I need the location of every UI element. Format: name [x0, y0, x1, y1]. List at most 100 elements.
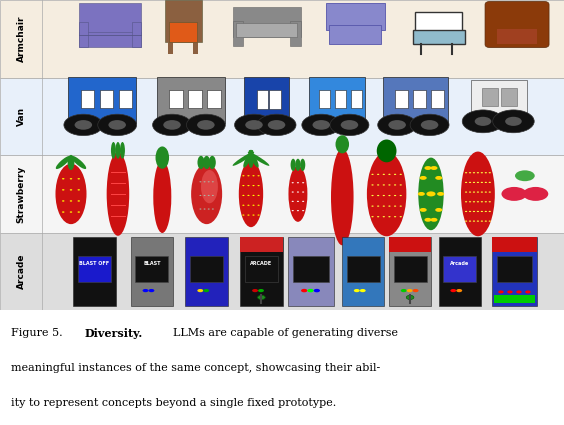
Circle shape [208, 195, 210, 196]
Ellipse shape [209, 156, 216, 169]
Circle shape [469, 221, 471, 222]
Bar [501, 88, 517, 106]
Text: meaningful instances of the same concept, showcasing their abil-: meaningful instances of the same concept… [11, 363, 381, 373]
Ellipse shape [243, 150, 253, 167]
Circle shape [197, 289, 203, 292]
Bar [78, 256, 111, 282]
Circle shape [465, 221, 467, 222]
Circle shape [248, 195, 249, 196]
Circle shape [62, 189, 64, 190]
Bar [240, 237, 283, 306]
Circle shape [488, 201, 491, 202]
Circle shape [208, 181, 210, 182]
Circle shape [401, 289, 407, 292]
Circle shape [307, 289, 314, 292]
Circle shape [481, 172, 483, 173]
Ellipse shape [116, 142, 121, 159]
Bar [497, 256, 532, 282]
Ellipse shape [367, 152, 406, 236]
Circle shape [399, 216, 402, 217]
Ellipse shape [288, 166, 307, 222]
Bar [131, 237, 173, 306]
Bar [79, 31, 141, 47]
Circle shape [389, 120, 406, 130]
Ellipse shape [197, 156, 205, 169]
Ellipse shape [418, 158, 444, 230]
Ellipse shape [249, 150, 259, 167]
Ellipse shape [377, 139, 396, 162]
Bar [0, 78, 564, 155]
Circle shape [437, 192, 444, 196]
Circle shape [204, 195, 205, 196]
Circle shape [197, 120, 215, 130]
Circle shape [488, 221, 491, 222]
Circle shape [435, 176, 442, 180]
Circle shape [477, 211, 479, 212]
Circle shape [258, 289, 264, 292]
Text: Strawberry: Strawberry [17, 165, 25, 223]
Circle shape [399, 174, 402, 175]
Bar [470, 80, 527, 119]
Circle shape [388, 184, 390, 186]
Circle shape [382, 206, 385, 207]
Circle shape [410, 114, 449, 136]
Ellipse shape [156, 147, 169, 169]
Circle shape [203, 289, 209, 292]
Circle shape [399, 195, 402, 196]
Text: BLAST: BLAST [143, 261, 161, 266]
Bar [383, 77, 448, 124]
Circle shape [465, 182, 467, 183]
Circle shape [484, 192, 487, 193]
Bar [0, 0, 564, 78]
Circle shape [204, 181, 205, 182]
Circle shape [257, 114, 296, 136]
Circle shape [200, 195, 201, 196]
Circle shape [377, 206, 379, 207]
Bar [288, 237, 333, 306]
Circle shape [312, 120, 330, 130]
Circle shape [258, 205, 259, 206]
Bar [0, 155, 564, 233]
Circle shape [204, 209, 205, 210]
Circle shape [360, 289, 365, 292]
Circle shape [388, 216, 390, 217]
Ellipse shape [56, 156, 70, 169]
Circle shape [394, 195, 396, 196]
Circle shape [394, 174, 396, 175]
Bar [168, 42, 173, 54]
Bar [169, 23, 197, 42]
Ellipse shape [203, 156, 210, 169]
Circle shape [235, 114, 274, 136]
Circle shape [481, 221, 483, 222]
Circle shape [399, 206, 402, 207]
Circle shape [70, 178, 72, 179]
Circle shape [425, 166, 431, 170]
Circle shape [297, 210, 299, 211]
Circle shape [473, 182, 475, 183]
Bar [335, 90, 346, 108]
Circle shape [153, 114, 192, 136]
Circle shape [516, 290, 522, 293]
Bar [326, 3, 385, 30]
Circle shape [297, 201, 299, 202]
Bar [431, 90, 444, 108]
Circle shape [212, 181, 214, 182]
Circle shape [465, 201, 467, 202]
FancyBboxPatch shape [485, 1, 549, 48]
Circle shape [301, 289, 307, 292]
Bar [389, 237, 431, 306]
Circle shape [484, 172, 487, 173]
Bar [240, 237, 283, 252]
Circle shape [253, 185, 254, 186]
Bar [443, 256, 476, 282]
Circle shape [407, 289, 413, 292]
Ellipse shape [68, 155, 74, 170]
Circle shape [258, 195, 259, 196]
Circle shape [292, 201, 294, 202]
Circle shape [418, 192, 425, 196]
Circle shape [488, 172, 491, 173]
Circle shape [451, 289, 456, 292]
Text: BLAST OFF: BLAST OFF [80, 261, 109, 266]
Circle shape [77, 200, 80, 201]
Text: Arcade: Arcade [450, 261, 469, 266]
